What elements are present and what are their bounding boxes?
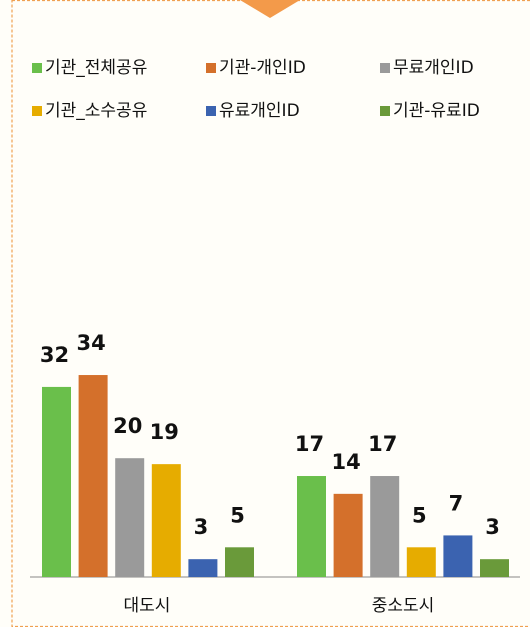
legend-label: 무료개인ID xyxy=(393,58,474,78)
pointer xyxy=(240,0,300,18)
value-label: 5 xyxy=(412,503,427,527)
legend-label: 기관_전체공유 xyxy=(45,58,147,78)
bar xyxy=(406,547,436,577)
legend-swatch xyxy=(32,63,42,73)
value-label: 19 xyxy=(150,420,179,444)
legend-label: 유료개인ID xyxy=(219,101,300,121)
x-tick-label: 대도시 xyxy=(124,596,171,616)
x-tick-label: 중소도시 xyxy=(372,596,435,616)
value-label: 34 xyxy=(76,331,105,355)
legend-swatch xyxy=(32,106,42,116)
legend-swatch xyxy=(206,106,216,116)
bar xyxy=(188,559,218,577)
value-label: 3 xyxy=(485,515,500,539)
value-label: 7 xyxy=(449,491,464,515)
legend-label: 기관-개인ID xyxy=(219,58,306,78)
value-label: 14 xyxy=(331,450,360,474)
value-label: 32 xyxy=(40,343,69,367)
bar xyxy=(297,476,326,577)
bar xyxy=(42,386,71,577)
bar xyxy=(115,458,145,577)
bar xyxy=(151,464,181,577)
legend-swatch xyxy=(206,63,216,73)
legend-label: 기관_소수공유 xyxy=(45,101,147,121)
bar xyxy=(78,375,108,577)
bar xyxy=(333,493,363,577)
value-label: 3 xyxy=(194,515,209,539)
bar xyxy=(225,547,254,577)
legend-label: 기관-유료ID xyxy=(393,101,480,121)
value-label: 20 xyxy=(113,414,142,438)
legend-swatch xyxy=(380,63,390,73)
bar xyxy=(370,476,400,577)
bar xyxy=(480,559,509,577)
bar xyxy=(443,535,473,577)
legend-swatch xyxy=(380,106,390,116)
value-label: 17 xyxy=(295,432,324,456)
value-label: 17 xyxy=(368,432,397,456)
value-label: 5 xyxy=(230,503,245,527)
